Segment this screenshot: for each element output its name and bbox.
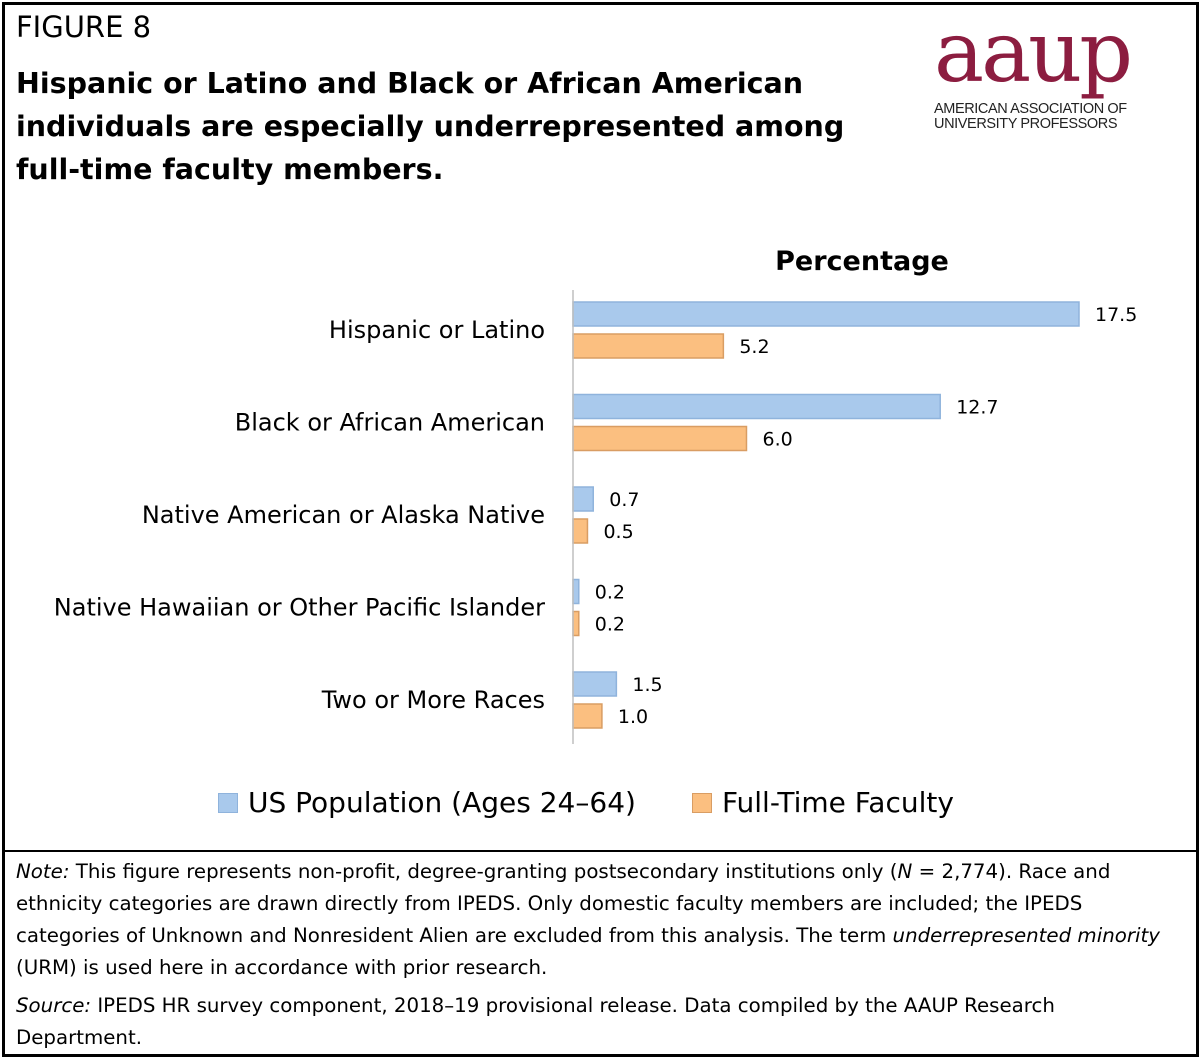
aaup-logo: aaup AMERICAN ASSOCIATION OF UNIVERSITY … [930,10,1170,144]
bar-us-population-native-american-or-alaska-native [572,486,594,512]
data-label-full-time-faculty-native-american-or-alaska-native: 0.5 [603,521,633,543]
legend-swatch-full-time-faculty [691,792,712,813]
legend-swatch-us-population [218,792,238,813]
figure-headline: Hispanic or Latino and Black or African … [16,67,845,186]
note-text-1: This figure represents non-profit, degre… [69,860,898,883]
chart-title: Percentage [775,246,949,277]
bar-us-population-two-or-more-races [572,671,618,697]
logo-subtitle: AMERICAN ASSOCIATION OF UNIVERSITY PROFE… [934,102,1127,132]
note-text-2: = 2,774). Race and ethnicity categories … [16,860,1111,947]
note-n: N [897,860,913,883]
category-label-hispanic-or-latino: Hispanic or Latino [329,316,545,344]
data-label-full-time-faculty-two-or-more-races: 1.0 [618,706,648,728]
legend-item-us-population: US Population (Ages 24–64) [218,786,636,819]
logo-wordmark: aaup [934,3,1133,101]
note-term: underrepresented minority [892,924,1160,947]
logo-subtitle-line1: AMERICAN ASSOCIATION OF [934,101,1127,117]
data-label-us-population-two-or-more-races: 1.5 [632,674,662,696]
data-label-us-population-black-or-african-american: 12.7 [956,397,998,419]
bar-full-time-faculty-two-or-more-races [572,703,603,729]
notes-divider [2,850,1196,852]
data-label-full-time-faculty-native-hawaiian-or-other-pacific-islander: 0.2 [595,614,625,636]
category-label-native-american-or-alaska-native: Native American or Alaska Native [142,501,545,529]
source-text: IPEDS HR survey component, 2018–19 provi… [16,994,1055,1049]
logo-subtitle-line2: UNIVERSITY PROFESSORS [934,116,1118,132]
data-label-us-population-native-american-or-alaska-native: 0.7 [609,489,639,511]
bar-full-time-faculty-hispanic-or-latino [572,333,725,359]
bar-full-time-faculty-native-hawaiian-or-other-pacific-islander [572,610,580,637]
source-label: Source: [16,994,92,1017]
category-label-black-or-african-american: Black or African American [235,409,545,437]
data-label-full-time-faculty-hispanic-or-latino: 5.2 [739,336,769,358]
bar-us-population-hispanic-or-latino [572,301,1080,327]
bar-full-time-faculty-black-or-african-american [572,425,748,452]
bar-us-population-black-or-african-american [572,393,941,420]
data-label-full-time-faculty-black-or-african-american: 6.0 [762,429,792,451]
bar-us-population-native-hawaiian-or-other-pacific-islander [572,578,580,605]
legend-label-full-time-faculty: Full-Time Faculty [721,786,954,819]
chart-legend: US Population (Ages 24–64) Full-Time Fac… [218,786,954,819]
category-label-two-or-more-races: Two or More Races [321,686,545,714]
bar-full-time-faculty-native-american-or-alaska-native [572,518,589,544]
legend-label-us-population: US Population (Ages 24–64) [248,786,636,819]
note-paragraph: Note: This figure represents non-profit,… [16,856,1176,984]
note-text-3: (URM) is used here in accordance with pr… [16,956,548,979]
figure-notes: Note: This figure represents non-profit,… [16,856,1176,1060]
figure-label: FIGURE 8 [16,10,152,44]
category-label-native-hawaiian-or-other-pacific-islander: Native Hawaiian or Other Pacific Islande… [54,594,545,622]
legend-item-full-time-faculty: Full-Time Faculty [691,786,954,819]
data-label-us-population-native-hawaiian-or-other-pacific-islander: 0.2 [595,582,625,604]
data-label-us-population-hispanic-or-latino: 17.5 [1095,304,1137,326]
note-label: Note: [16,860,70,883]
bar-chart: Percentage Hispanic or Latino 17.5 5.2 Blac… [54,246,1137,744]
source-paragraph: Source: IPEDS HR survey component, 2018–… [16,990,1176,1054]
